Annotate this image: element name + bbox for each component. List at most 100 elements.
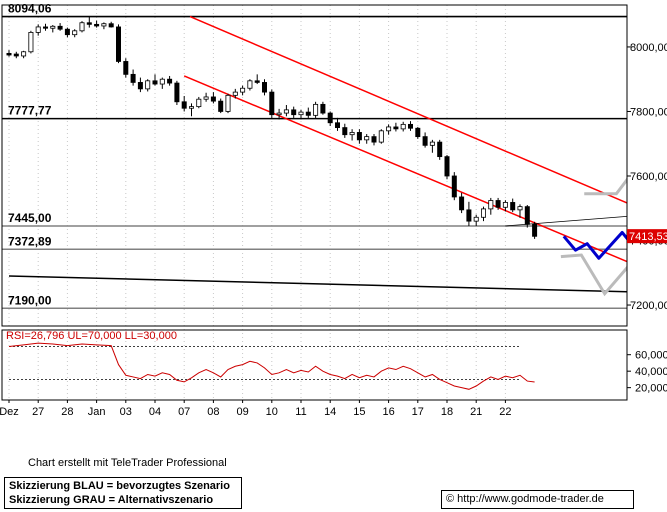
x-tick-label-12: 15 xyxy=(353,406,365,418)
candle-12 xyxy=(94,20,100,28)
candle-25 xyxy=(188,103,194,117)
candle-11 xyxy=(86,16,92,28)
candle-58 xyxy=(429,139,435,153)
candle-16 xyxy=(123,58,129,78)
candle-body-71 xyxy=(524,206,530,225)
candle-body-1 xyxy=(13,53,19,57)
candle-body-51 xyxy=(378,130,384,143)
candle-body-14 xyxy=(108,23,114,28)
candle-body-17 xyxy=(130,73,136,83)
candle-23 xyxy=(174,80,180,106)
candle-26 xyxy=(196,96,202,109)
channel-lower xyxy=(183,75,627,263)
legend-blue: Skizzierung BLAU = bevorzugtes Szenario xyxy=(9,480,230,492)
candle-68 xyxy=(502,200,508,212)
candle-body-31 xyxy=(232,91,238,96)
candle-38 xyxy=(283,105,289,117)
candle-body-58 xyxy=(429,141,435,146)
candle-6 xyxy=(50,25,56,33)
candle-body-18 xyxy=(137,82,143,90)
candle-body-49 xyxy=(364,136,370,141)
candle-70 xyxy=(517,204,523,218)
candle-5 xyxy=(43,23,49,31)
candle-29 xyxy=(218,98,224,114)
candle-59 xyxy=(437,139,443,160)
x-tick-label-0: Dez xyxy=(0,406,19,418)
candle-body-32 xyxy=(240,87,246,93)
candle-50 xyxy=(371,134,377,146)
candle-body-28 xyxy=(210,96,216,102)
candle-body-21 xyxy=(159,78,165,85)
candle-72 xyxy=(532,221,538,239)
x-tick-label-9: 10 xyxy=(266,406,278,418)
horizontal-levels xyxy=(2,15,627,310)
candle-body-67 xyxy=(495,200,501,208)
candle-body-64 xyxy=(473,216,479,222)
candle-57 xyxy=(422,132,428,148)
y-tick-label-2: 7600,00 xyxy=(630,171,667,183)
candle-69 xyxy=(510,198,516,213)
candle-51 xyxy=(378,129,384,144)
candle-61 xyxy=(451,172,457,201)
candle-28 xyxy=(210,92,216,104)
candle-body-56 xyxy=(415,127,421,138)
candle-27 xyxy=(203,92,209,102)
candle-body-66 xyxy=(488,200,494,210)
candle-67 xyxy=(495,197,501,210)
long-trendline xyxy=(8,275,627,293)
x-tick-label-11: 14 xyxy=(324,406,336,418)
rsi-tick-label-2: 20,000 xyxy=(635,383,667,395)
rsi-panel xyxy=(8,342,535,390)
candle-body-72 xyxy=(532,223,538,237)
candle-17 xyxy=(130,69,136,86)
candle-body-42 xyxy=(313,103,319,116)
last-price-label: 7413,53 xyxy=(629,231,667,243)
candle-body-29 xyxy=(218,100,224,112)
x-tick-label-2: 28 xyxy=(61,406,73,418)
scenarios xyxy=(560,177,627,297)
x-tick-label-16: 21 xyxy=(470,406,482,418)
candle-body-62 xyxy=(459,196,465,211)
candle-3 xyxy=(28,30,34,54)
candle-15 xyxy=(116,24,122,64)
scenario-gray-lower xyxy=(560,253,627,297)
candle-body-43 xyxy=(320,103,326,114)
candle-49 xyxy=(364,134,370,144)
candles xyxy=(6,16,538,239)
candle-body-11 xyxy=(86,22,92,25)
candle-body-7 xyxy=(57,25,63,30)
x-tick-label-8: 09 xyxy=(236,406,248,418)
candle-56 xyxy=(415,126,421,139)
candle-9 xyxy=(72,29,78,38)
candle-66 xyxy=(488,197,494,215)
candle-4 xyxy=(35,24,41,36)
y-tick-label-1: 7800,00 xyxy=(630,106,667,118)
candle-40 xyxy=(298,109,304,120)
x-tick-label-5: 04 xyxy=(149,406,161,418)
candle-body-40 xyxy=(298,111,304,116)
last-price-box xyxy=(627,229,667,244)
candle-body-25 xyxy=(188,106,194,109)
candle-body-19 xyxy=(145,80,151,90)
candle-30 xyxy=(225,93,231,114)
axes: 8000,007800,007600,007400,007200,007413,… xyxy=(0,42,667,418)
candle-body-4 xyxy=(35,26,41,33)
candle-32 xyxy=(240,85,246,96)
candle-19 xyxy=(145,79,151,92)
rsi-tick-label-0: 60,000 xyxy=(635,350,667,362)
candle-body-16 xyxy=(123,61,129,75)
x-tick-label-15: 18 xyxy=(441,406,453,418)
x-tick-label-7: 08 xyxy=(207,406,219,418)
candle-body-53 xyxy=(393,126,399,130)
candle-37 xyxy=(276,108,282,120)
candle-body-46 xyxy=(342,127,348,136)
candle-34 xyxy=(254,74,260,85)
candle-body-50 xyxy=(371,136,377,143)
candle-44 xyxy=(327,111,333,126)
candle-body-2 xyxy=(21,51,27,57)
source-link[interactable]: © http://www.godmode-trader.de xyxy=(441,490,634,509)
candle-body-3 xyxy=(28,32,34,53)
candle-body-44 xyxy=(327,112,333,124)
x-tick-label-10: 11 xyxy=(295,406,306,418)
x-tick-label-3: Jan xyxy=(88,406,106,418)
